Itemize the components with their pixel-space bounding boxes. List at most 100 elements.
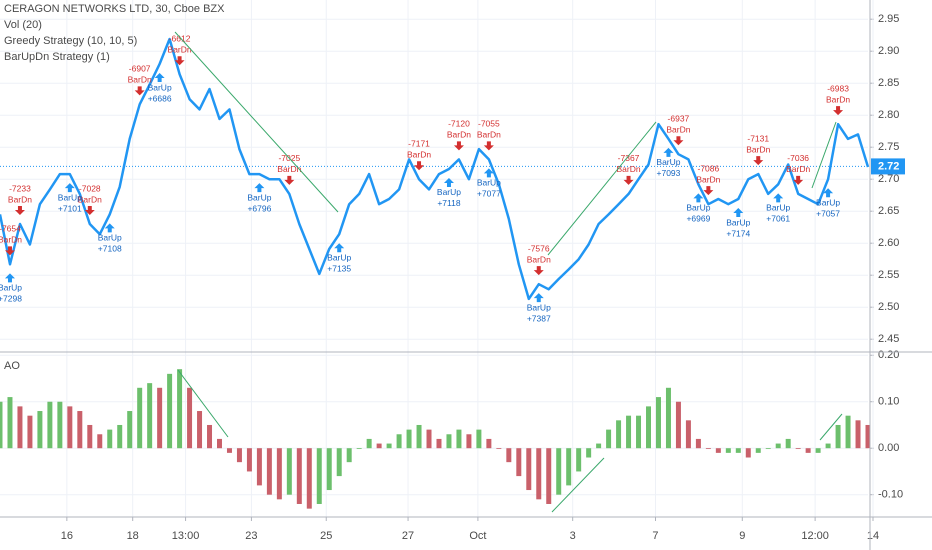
ao-bar <box>426 429 432 449</box>
y-tick-label: 2.50 <box>878 301 899 313</box>
ao-bar <box>167 373 173 449</box>
annotation-value: +6796 <box>247 203 271 213</box>
annotation-value: -6983 <box>827 83 849 93</box>
bar-up-arrow <box>533 293 544 303</box>
bar-down-arrow <box>623 175 634 185</box>
y-tick-label: 2.95 <box>878 13 899 25</box>
bar-up-arrow <box>443 177 454 187</box>
y-tick-label: -0.10 <box>878 489 903 501</box>
ao-bar <box>17 406 23 449</box>
ao-bar <box>406 429 412 449</box>
ao-bar <box>57 401 63 449</box>
ao-bar <box>735 448 741 453</box>
bar-down-arrow <box>673 136 684 146</box>
ao-bar <box>466 434 472 449</box>
ao-bar <box>646 406 651 449</box>
annotation-value: +7061 <box>766 214 790 224</box>
ao-bar <box>326 448 332 491</box>
ao-bar <box>486 438 492 449</box>
annotation-value: +7108 <box>98 244 122 254</box>
bar-up-arrow <box>64 183 75 193</box>
ao-bar <box>825 443 831 449</box>
ao-bar <box>376 443 382 449</box>
annotation-tag: BarDn <box>407 149 431 159</box>
bar-up-arrow <box>154 73 165 82</box>
annotation-value: -7576 <box>528 243 550 253</box>
annotation-tag: BarDn <box>786 164 810 174</box>
ao-bar <box>606 429 612 449</box>
annotation-value: +7118 <box>437 198 461 208</box>
ao-bar <box>137 387 143 449</box>
ao-bar <box>496 448 502 450</box>
annotation-value: +7077 <box>477 189 501 199</box>
trend-line <box>551 457 605 513</box>
ao-bar <box>147 383 153 449</box>
annotation-tag: BarDn <box>0 235 22 245</box>
bar-down-arrow <box>703 186 714 196</box>
bar-down-arrow <box>753 156 764 166</box>
ao-bar <box>685 420 691 449</box>
ao-bar <box>586 448 592 458</box>
annotation-tag: BarDn <box>277 164 301 174</box>
bar-down-arrow <box>174 56 185 66</box>
bar-down-arrow <box>793 175 804 185</box>
x-tick-label: 16 <box>61 530 73 542</box>
annotation-tag: BarDn <box>477 130 501 140</box>
annotation-value: -7131 <box>747 133 769 143</box>
annotation-tag: BarUp <box>726 217 750 227</box>
ao-bar <box>675 401 681 449</box>
ao-bar <box>835 424 841 449</box>
annotation-tag: BarUp <box>327 252 351 262</box>
y-tick-label: 2.55 <box>878 269 899 281</box>
annotation-value: +7135 <box>327 263 351 273</box>
annotation-value: -7028 <box>79 183 101 193</box>
annotation-tag: BarDn <box>78 194 102 204</box>
ao-bar <box>256 448 262 486</box>
trend-line <box>811 121 837 189</box>
bar-down-arrow <box>4 246 15 256</box>
bar-down-arrow <box>533 266 544 276</box>
indicator-label: BarUpDn Strategy (1) <box>4 51 110 63</box>
bar-up-arrow <box>483 168 494 178</box>
ao-bar <box>516 448 522 477</box>
ao-bar <box>655 397 661 449</box>
trend-line <box>177 369 229 438</box>
ao-bar <box>47 401 53 449</box>
ao-bar <box>296 448 302 504</box>
ao-bar <box>626 415 632 449</box>
bar-up-arrow <box>663 147 674 157</box>
chart-title: CERAGON NETWORKS LTD, 30, Cboe BZX <box>4 3 225 15</box>
bar-up-arrow <box>4 273 15 283</box>
ao-bar <box>346 448 352 463</box>
plot-layer: 2.45 2.50 2.55 2.60 2.65 2.70 2.75 2.80 2.85 2.90… <box>0 0 905 542</box>
x-tick-label: 25 <box>320 530 332 542</box>
ao-bar <box>87 424 93 449</box>
ao-bar <box>556 448 562 495</box>
bar-up-arrow <box>104 223 115 233</box>
x-tick-label: 23 <box>245 530 257 542</box>
y-tick-label: 2.80 <box>878 109 899 121</box>
ao-bar <box>316 448 322 504</box>
ao-bar <box>207 424 213 449</box>
ao-bar <box>745 448 751 458</box>
ao-bar <box>276 448 282 500</box>
x-tick-label: Oct <box>469 530 486 542</box>
annotation-tag: BarDn <box>447 130 471 140</box>
ao-bar <box>157 387 163 449</box>
x-tick-label: 27 <box>402 530 414 542</box>
annotation-tag: BarDn <box>746 144 770 154</box>
annotation-value: -6907 <box>129 64 151 74</box>
bar-up-arrow <box>254 183 265 193</box>
annotation-value: -7654 <box>0 224 21 234</box>
ao-bar <box>366 438 372 449</box>
ao-bar <box>266 448 272 495</box>
trend-line <box>174 31 339 213</box>
ao-bar <box>665 387 671 449</box>
bar-up-arrow <box>773 193 784 203</box>
y-tick-label: 2.60 <box>878 237 899 249</box>
annotation-tag: BarDn <box>168 44 192 54</box>
annotation-tag: BarDn <box>696 174 720 184</box>
bar-down-arrow <box>284 175 295 185</box>
annotation-value: +7093 <box>657 168 681 178</box>
